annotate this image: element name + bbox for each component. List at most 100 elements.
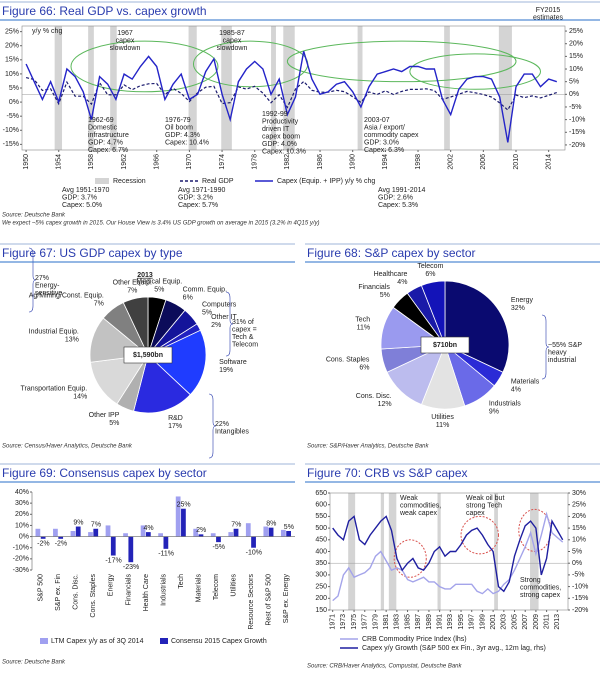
value-label: -10% — [246, 550, 262, 557]
y-tick-label: 40% — [15, 489, 29, 496]
slice-label: Industrial Equip. — [29, 328, 79, 335]
y-tick-label: -15% — [3, 141, 19, 148]
slice-value: 5% — [109, 420, 119, 427]
value-label: 8% — [266, 521, 276, 528]
pie-slice — [147, 329, 207, 396]
annotation: commodities, — [520, 584, 561, 591]
slice-label: Computers — [202, 302, 237, 309]
subtitle: 2013 — [137, 272, 153, 279]
slice-label: Transportation Equip. — [21, 385, 88, 392]
slice-value: 4% — [397, 279, 407, 286]
annotation: GDP: 4.0% — [262, 141, 297, 148]
y2-tick-label: 0% — [572, 560, 582, 567]
x-tick-label: 1974 — [219, 154, 226, 170]
y2-tick-label: 20% — [569, 41, 583, 48]
bar — [251, 536, 256, 548]
y-tick-label: 20% — [5, 43, 19, 50]
x-tick-label: 1975 — [351, 614, 358, 630]
bar — [123, 533, 128, 537]
annotation: Asia / export/ — [364, 124, 405, 131]
x-tick-label: Health Care — [143, 574, 150, 611]
x-tick-label: S&P 500 — [38, 574, 45, 602]
x-tick-label: 2001 — [490, 614, 497, 630]
x-tick-label: 2006 — [480, 154, 487, 170]
bar — [175, 496, 181, 537]
annotation: Capex: 10.3% — [262, 148, 306, 155]
y-tick-label: -10% — [13, 545, 29, 552]
x-tick-label: 2014 — [546, 154, 553, 170]
slice-label: Comm. Equip. — [183, 287, 227, 294]
x-tick-label: 1999 — [479, 614, 486, 630]
annotation: Capex: 10.4% — [165, 139, 209, 146]
annotation: Capex: 6.7% — [88, 147, 128, 154]
highlight-ellipse — [286, 40, 517, 83]
pie-slice — [122, 296, 149, 356]
value-label: 4% — [144, 525, 154, 532]
figure-title: Figure 68: S&P capex by sector — [307, 246, 476, 260]
y-tick-label: 30% — [15, 500, 29, 507]
x-tick-label: Rest of S&P 500 — [266, 574, 273, 626]
y2-tick-label: 5% — [569, 79, 579, 86]
annotation: estimates — [533, 14, 563, 21]
x-tick-label: 1962 — [121, 154, 128, 170]
annotation: Capex: 5.3% — [378, 202, 418, 209]
legend-label: Recession — [113, 178, 146, 185]
slice-value: 5% — [380, 292, 390, 299]
annotation: driven IT — [262, 126, 290, 133]
legend-label: Capex (Equip. + IPP) y/y % chg — [277, 178, 375, 185]
recession-band — [283, 26, 295, 150]
series-line — [332, 515, 564, 593]
center-box — [420, 336, 470, 354]
pie-slice — [420, 280, 446, 346]
y2-tick-label: 0% — [569, 91, 579, 98]
recession-band — [221, 26, 232, 150]
slice-label: Materials — [511, 379, 540, 386]
value-label: 25% — [177, 502, 191, 509]
annotation: GDP: 3.2% — [178, 194, 213, 201]
y-tick-label: 650 — [315, 490, 327, 497]
y-tick-label: 250 — [315, 583, 327, 590]
x-tick-label: 1958 — [88, 154, 95, 170]
x-tick-label: 2005 — [511, 614, 518, 630]
slice-value: 14% — [73, 393, 87, 400]
legend-label: Capex y/y Growth (S&P 500 ex Fin., 3yr a… — [362, 645, 546, 652]
value-label: 5% — [284, 524, 294, 531]
annotation: heavy — [548, 349, 567, 356]
series-line — [25, 51, 558, 143]
y2-tick-label: 5% — [572, 548, 582, 555]
figure-title: Figure 69: Consensus capex by sector — [2, 466, 207, 480]
x-tick-label: S&P ex. Fin — [55, 574, 62, 611]
brace — [28, 247, 37, 313]
x-tick-label: Cons. Disc. — [73, 574, 80, 610]
y2-tick-label: -15% — [572, 595, 588, 602]
x-tick-label: Tech — [178, 574, 185, 589]
slice-value: 2% — [211, 322, 221, 329]
figure-title: Figure 66: Real GDP vs. capex growth — [2, 4, 207, 18]
x-tick-label: 2007 — [522, 614, 529, 630]
legend-swatch — [95, 178, 109, 184]
annotation: Productivity — [262, 118, 299, 125]
annotation: sensitive — [35, 290, 62, 297]
y-tick-label: -5% — [7, 113, 19, 120]
pie-slice — [90, 354, 149, 405]
annotation: 22% — [215, 421, 229, 428]
legend-swatch — [40, 638, 48, 644]
value-label: -2% — [37, 541, 49, 548]
x-tick-label: 1989 — [426, 614, 433, 630]
slice-label: Software — [219, 359, 247, 366]
value-label: 9% — [73, 519, 83, 526]
center-label: $710bn — [433, 342, 457, 349]
y2-tick-label: -20% — [569, 142, 585, 149]
slice-value: 7% — [127, 288, 137, 295]
value-label: -23% — [123, 564, 139, 571]
bar — [70, 531, 76, 537]
bar — [210, 533, 216, 537]
x-tick-label: 1981 — [383, 614, 390, 630]
slice-value: 6% — [359, 365, 369, 372]
highlight-ellipse — [409, 53, 542, 90]
y2-tick-label: 25% — [572, 502, 586, 509]
bar — [40, 536, 46, 539]
x-tick-label: 2002 — [448, 154, 455, 170]
source-note: Source: Deutsche Bank — [2, 213, 66, 219]
